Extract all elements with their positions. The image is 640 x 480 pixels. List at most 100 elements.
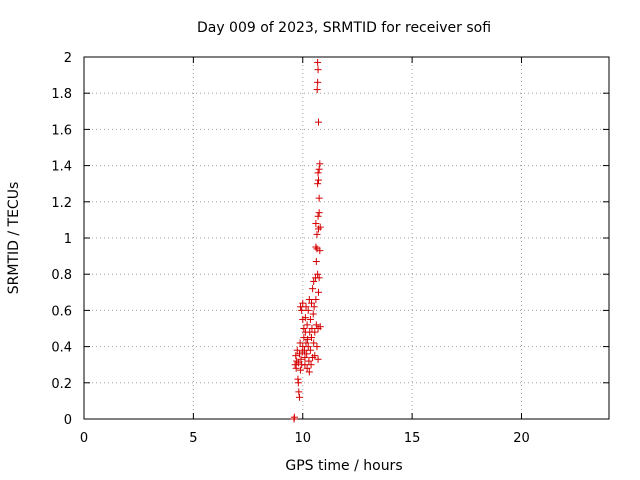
plot-frame: [83, 56, 610, 420]
data-point: [315, 176, 322, 184]
y-tick-label: 1.8: [51, 87, 72, 102]
data-point: [309, 285, 317, 293]
data-point: [310, 303, 318, 311]
data-point: [293, 346, 301, 354]
data-point: [313, 230, 321, 238]
data-point: [310, 277, 318, 285]
data-point: [311, 352, 319, 360]
data-point: [314, 169, 322, 177]
data-point: [315, 118, 322, 126]
data-point: [300, 334, 308, 342]
data-point: [295, 393, 303, 401]
data-point: [312, 296, 320, 304]
data-point: [313, 86, 321, 94]
data-point: [294, 379, 302, 387]
data-point: [316, 247, 324, 255]
data-point: [303, 364, 311, 372]
data-point: [290, 413, 298, 421]
data-point: [314, 66, 322, 74]
data-point: [312, 220, 320, 228]
data-point: [305, 296, 313, 304]
data-point: [316, 160, 324, 168]
data-point: [315, 194, 323, 202]
data-point: [299, 299, 307, 307]
y-tick-label: 1.2: [51, 196, 72, 211]
data-point: [295, 350, 303, 358]
data-point: [300, 325, 308, 332]
data-point: [316, 323, 324, 331]
y-tick-label: 0.8: [51, 268, 72, 283]
data-point: [295, 388, 303, 396]
data-point: [309, 310, 317, 318]
data-point: [297, 366, 305, 374]
data-point: [315, 225, 322, 233]
data-point: [298, 306, 306, 314]
data-point: [306, 315, 314, 323]
data-point: [314, 355, 322, 363]
data-point: [312, 321, 320, 329]
data-point: [315, 288, 322, 296]
data-point: [302, 339, 310, 347]
y-tick-label: 1: [64, 232, 72, 247]
x-axis-label: GPS time / hours: [285, 458, 402, 474]
x-tick-label: 0: [80, 431, 88, 446]
data-point: [314, 270, 322, 278]
data-point: [297, 355, 305, 363]
data-point: [314, 180, 322, 188]
y-axis-label: SRMTID / TECUs: [6, 182, 22, 295]
data-point: [302, 303, 310, 311]
data-point: [314, 58, 322, 66]
data-point: [314, 78, 322, 86]
data-point: [305, 368, 313, 376]
x-tick-labels: 0 5 10 15 20: [80, 431, 530, 446]
grid-lines: [84, 57, 609, 419]
y-tick-label: 0.4: [51, 341, 72, 356]
chart-title: Day 009 of 2023, SRMTID for receiver sof…: [197, 20, 491, 36]
data-point: [292, 364, 300, 372]
x-tick-label: 20: [513, 431, 530, 446]
data-point: [308, 334, 315, 342]
data-point: [307, 361, 315, 369]
data-point: [310, 339, 318, 347]
x-tick-label: 15: [404, 431, 421, 446]
y-tick-labels: 0 0.2 0.4 0.6 0.8 1 1.2 1.4 1.6 1.8 2: [51, 51, 72, 428]
data-point: [301, 361, 309, 369]
y-tick-label: 0.2: [51, 377, 72, 392]
data-point: [303, 321, 311, 329]
data-point: [293, 357, 301, 365]
data-point: [301, 346, 308, 354]
data-point: [304, 335, 312, 343]
y-tick-label: 1.6: [51, 123, 72, 138]
data-point: [313, 343, 321, 351]
data-point: [315, 274, 323, 282]
data-points: [290, 58, 324, 423]
data-point: [294, 359, 302, 367]
data-point: [308, 325, 316, 332]
data-point: [306, 346, 314, 354]
data-point: [292, 352, 300, 360]
data-point: [312, 258, 320, 266]
y-tick-label: 0: [64, 413, 72, 428]
data-point: [301, 314, 309, 322]
y-tick-label: 1.4: [51, 160, 72, 175]
data-point: [291, 361, 299, 369]
y-tick-label: 2: [64, 51, 72, 66]
x-tick-label: 5: [189, 431, 197, 446]
data-point: [305, 357, 313, 365]
data-point: [312, 243, 320, 251]
data-point: [308, 299, 315, 307]
x-tick-label: 10: [294, 431, 311, 446]
data-point: [316, 223, 324, 231]
data-point: [301, 353, 309, 361]
data-point: [314, 212, 322, 220]
data-point: [304, 343, 312, 351]
data-point: [296, 339, 304, 347]
data-point: [304, 306, 312, 314]
data-point: [315, 209, 323, 217]
data-point: [303, 350, 311, 358]
data-point: [313, 245, 321, 253]
data-point: [311, 328, 319, 336]
y-tick-label: 0.6: [51, 304, 72, 319]
axis-ticks: [83, 56, 609, 420]
